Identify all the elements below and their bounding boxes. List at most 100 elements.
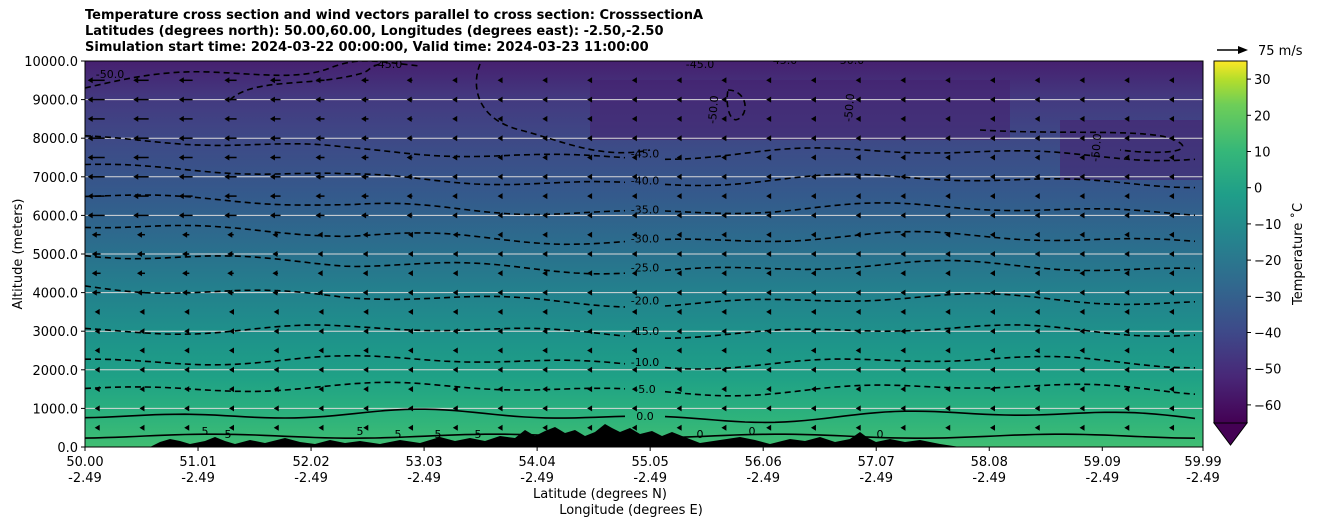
wind-arrowhead <box>317 251 323 257</box>
wind-arrowhead <box>452 289 458 296</box>
wind-arrowhead <box>587 366 593 373</box>
wind-arrowhead <box>228 405 234 412</box>
contour-label: -45.0 <box>769 54 797 67</box>
wind-arrowhead <box>1079 308 1085 315</box>
wind-arrowhead <box>945 115 951 122</box>
wind-arrowhead <box>676 386 682 393</box>
wind-arrowhead <box>136 251 142 257</box>
contour-label: -10.0 <box>631 356 659 369</box>
wind-arrowhead <box>361 77 367 84</box>
wind-arrowhead <box>224 96 230 103</box>
wind-arrowhead <box>224 115 230 122</box>
wind-arrowhead <box>542 289 548 296</box>
wind-arrowhead <box>408 386 414 393</box>
wind-arrowhead <box>497 405 503 412</box>
wind-arrowhead <box>989 135 995 142</box>
wind-arrowhead <box>497 231 503 238</box>
wind-arrowhead <box>178 154 184 161</box>
wind-arrowhead <box>945 212 951 219</box>
wind-arrowhead <box>989 251 995 257</box>
wind-arrowhead <box>542 405 548 412</box>
wind-arrowhead <box>855 289 861 296</box>
wind-arrowhead <box>855 424 861 431</box>
wind-arrowhead <box>631 154 637 161</box>
wind-arrowhead <box>989 289 995 296</box>
wind-arrowhead <box>989 405 995 412</box>
wind-arrowhead <box>676 270 682 277</box>
wind-arrowhead <box>273 328 279 335</box>
wind-arrowhead <box>227 251 233 257</box>
wind-arrowhead <box>631 251 637 257</box>
wind-arrowhead <box>1124 328 1130 335</box>
wind-arrowhead <box>721 328 727 335</box>
wind-arrowhead <box>676 173 682 180</box>
colorbar-tick-label: −60 <box>1254 399 1281 414</box>
wind-arrowhead <box>1079 251 1085 257</box>
wind-arrowhead <box>227 270 233 277</box>
wind-arrowhead <box>227 231 233 238</box>
contour-label: 0 <box>877 428 884 441</box>
wind-arrowhead <box>631 424 637 431</box>
wind-arrowhead <box>315 135 321 142</box>
wind-arrowhead <box>363 347 369 354</box>
wind-arrowhead <box>497 270 503 277</box>
x-tick-label-lon: -2.49 <box>972 471 1006 486</box>
wind-arrowhead <box>587 328 593 335</box>
wind-arrowhead <box>94 424 100 431</box>
contour-label: 0 <box>749 425 756 438</box>
wind-arrowhead <box>542 366 548 373</box>
wind-arrowhead <box>178 173 184 180</box>
wind-arrowhead <box>408 424 414 431</box>
wind-arrowhead <box>1124 347 1130 354</box>
wind-arrowhead <box>810 96 816 103</box>
wind-vectors <box>87 77 1175 431</box>
contour-label: -35.0 <box>631 204 659 217</box>
y-tick-label: 10000.0 <box>24 55 78 70</box>
wind-arrowhead <box>363 424 369 431</box>
wind-arrowhead <box>184 347 190 354</box>
wind-arrowhead <box>766 366 772 373</box>
y-axis-ticks: 0.0 1000.0 2000.0 3000.0 4000.0 5000.0 6000.0 7… <box>24 55 85 456</box>
wind-arrowhead <box>94 347 100 354</box>
wind-arrowhead <box>1034 270 1040 277</box>
wind-arrowhead <box>587 251 593 257</box>
contour-line-upper <box>726 89 746 121</box>
wind-arrowhead <box>721 173 727 180</box>
contour-line <box>85 354 1196 370</box>
wind-arrowhead <box>178 135 184 142</box>
wind-arrowhead <box>361 135 367 142</box>
wind-arrowhead <box>1079 328 1085 335</box>
contour-line-upper <box>979 129 1184 154</box>
wind-arrowhead <box>989 347 995 354</box>
wind-arrowhead <box>497 347 503 354</box>
wind-arrowhead <box>810 115 816 122</box>
wind-arrowhead <box>810 308 816 315</box>
wind-arrowhead <box>855 96 861 103</box>
wind-arrowhead <box>315 212 321 219</box>
wind-arrowhead <box>766 231 772 238</box>
wind-arrowhead <box>989 77 995 84</box>
chart-title-line-3: Simulation start time: 2024-03-22 00:00:… <box>85 40 649 55</box>
wind-arrowhead <box>766 96 772 103</box>
wind-arrowhead <box>631 115 637 122</box>
terrain-orography <box>85 424 960 447</box>
wind-arrowhead <box>810 386 816 393</box>
wind-arrowhead <box>1079 96 1085 103</box>
wind-arrowhead <box>945 96 951 103</box>
wind-arrowhead <box>676 328 682 335</box>
wind-arrowhead <box>945 347 951 354</box>
wind-arrowhead <box>182 270 188 277</box>
wind-arrowhead <box>676 212 682 219</box>
wind-arrowhead <box>452 347 458 354</box>
x-tick-label-lat: 50.00 <box>66 455 103 470</box>
wind-arrowhead <box>318 308 324 315</box>
wind-arrowhead <box>133 77 139 84</box>
wind-arrowhead <box>227 289 233 296</box>
x-tick-label-lat: 58.08 <box>971 455 1008 470</box>
wind-arrowhead <box>269 173 275 180</box>
wind-arrowhead <box>900 135 906 142</box>
wind-arrowhead <box>318 347 324 354</box>
wind-arrowhead <box>855 193 861 200</box>
wind-arrowhead <box>1034 405 1040 412</box>
